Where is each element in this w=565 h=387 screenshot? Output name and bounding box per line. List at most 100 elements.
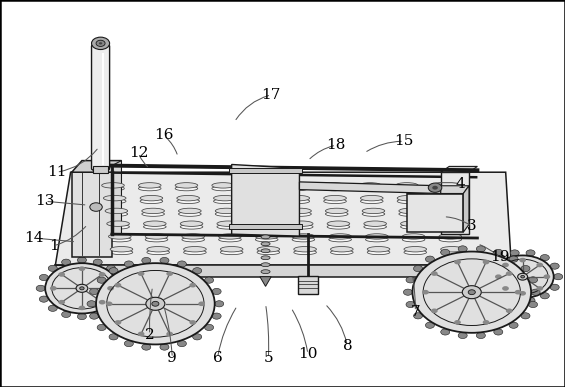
Polygon shape bbox=[441, 172, 469, 234]
Circle shape bbox=[515, 290, 521, 295]
Circle shape bbox=[97, 277, 106, 283]
Circle shape bbox=[193, 268, 202, 274]
Circle shape bbox=[177, 341, 186, 347]
Circle shape bbox=[58, 300, 65, 305]
Ellipse shape bbox=[177, 195, 199, 201]
Circle shape bbox=[540, 255, 549, 261]
Ellipse shape bbox=[439, 234, 462, 239]
Ellipse shape bbox=[436, 212, 458, 216]
Circle shape bbox=[160, 344, 169, 350]
Circle shape bbox=[160, 257, 169, 264]
Circle shape bbox=[189, 320, 196, 325]
Ellipse shape bbox=[212, 183, 234, 188]
Ellipse shape bbox=[147, 247, 170, 252]
Ellipse shape bbox=[434, 199, 457, 204]
Ellipse shape bbox=[107, 221, 129, 226]
Ellipse shape bbox=[397, 195, 420, 201]
Ellipse shape bbox=[367, 250, 390, 255]
Ellipse shape bbox=[322, 183, 345, 188]
Circle shape bbox=[119, 285, 128, 291]
Ellipse shape bbox=[177, 199, 199, 204]
Text: 15: 15 bbox=[394, 134, 414, 148]
Polygon shape bbox=[55, 265, 511, 277]
Ellipse shape bbox=[366, 237, 388, 242]
Ellipse shape bbox=[289, 212, 311, 216]
Circle shape bbox=[403, 289, 412, 295]
Circle shape bbox=[510, 297, 519, 303]
Circle shape bbox=[212, 288, 221, 295]
Polygon shape bbox=[299, 182, 441, 194]
Circle shape bbox=[519, 291, 526, 296]
Circle shape bbox=[494, 249, 503, 255]
Circle shape bbox=[79, 306, 85, 310]
Ellipse shape bbox=[105, 208, 128, 214]
Circle shape bbox=[462, 286, 481, 299]
Circle shape bbox=[93, 259, 102, 265]
Ellipse shape bbox=[110, 247, 133, 252]
Ellipse shape bbox=[108, 234, 131, 239]
Circle shape bbox=[142, 257, 151, 264]
Ellipse shape bbox=[215, 208, 238, 214]
Ellipse shape bbox=[290, 224, 313, 229]
Ellipse shape bbox=[364, 221, 386, 226]
Circle shape bbox=[107, 286, 114, 291]
Ellipse shape bbox=[102, 183, 124, 188]
Circle shape bbox=[454, 320, 461, 325]
Text: 12: 12 bbox=[129, 146, 148, 160]
Circle shape bbox=[109, 268, 118, 274]
Polygon shape bbox=[55, 265, 72, 277]
Ellipse shape bbox=[325, 208, 348, 214]
Ellipse shape bbox=[261, 270, 270, 274]
Ellipse shape bbox=[180, 224, 203, 229]
Circle shape bbox=[124, 341, 133, 347]
Circle shape bbox=[138, 271, 145, 276]
Ellipse shape bbox=[396, 186, 418, 191]
Circle shape bbox=[486, 284, 495, 290]
Ellipse shape bbox=[397, 199, 420, 204]
Text: 17: 17 bbox=[262, 88, 281, 102]
Polygon shape bbox=[229, 168, 302, 173]
Ellipse shape bbox=[327, 221, 350, 226]
Ellipse shape bbox=[254, 221, 276, 226]
Ellipse shape bbox=[219, 237, 241, 242]
Circle shape bbox=[109, 334, 118, 340]
Text: 10: 10 bbox=[298, 347, 318, 361]
Ellipse shape bbox=[179, 212, 201, 216]
Ellipse shape bbox=[261, 242, 270, 246]
Ellipse shape bbox=[250, 199, 273, 204]
Circle shape bbox=[502, 263, 509, 267]
Circle shape bbox=[146, 297, 165, 310]
Ellipse shape bbox=[367, 247, 390, 252]
Circle shape bbox=[124, 261, 133, 267]
Ellipse shape bbox=[399, 208, 421, 214]
Ellipse shape bbox=[142, 212, 164, 216]
Polygon shape bbox=[229, 224, 302, 229]
Ellipse shape bbox=[404, 250, 427, 255]
Circle shape bbox=[458, 246, 467, 252]
Circle shape bbox=[90, 203, 102, 211]
Text: 8: 8 bbox=[342, 339, 353, 353]
Ellipse shape bbox=[402, 234, 425, 239]
Circle shape bbox=[166, 332, 173, 336]
Ellipse shape bbox=[290, 221, 313, 226]
Circle shape bbox=[50, 286, 57, 291]
Ellipse shape bbox=[331, 247, 353, 252]
Polygon shape bbox=[407, 194, 463, 232]
Ellipse shape bbox=[144, 224, 166, 229]
Circle shape bbox=[536, 286, 543, 291]
Text: 1: 1 bbox=[49, 239, 59, 253]
Ellipse shape bbox=[249, 183, 271, 188]
Ellipse shape bbox=[292, 234, 315, 239]
Ellipse shape bbox=[102, 186, 124, 191]
Polygon shape bbox=[55, 172, 511, 265]
Text: 6: 6 bbox=[212, 351, 223, 365]
Ellipse shape bbox=[214, 199, 236, 204]
Ellipse shape bbox=[360, 199, 383, 204]
Ellipse shape bbox=[180, 221, 203, 226]
Ellipse shape bbox=[219, 234, 241, 239]
Ellipse shape bbox=[252, 212, 275, 216]
Circle shape bbox=[441, 249, 450, 255]
Ellipse shape bbox=[396, 183, 418, 188]
Circle shape bbox=[76, 284, 88, 292]
Circle shape bbox=[36, 285, 45, 291]
